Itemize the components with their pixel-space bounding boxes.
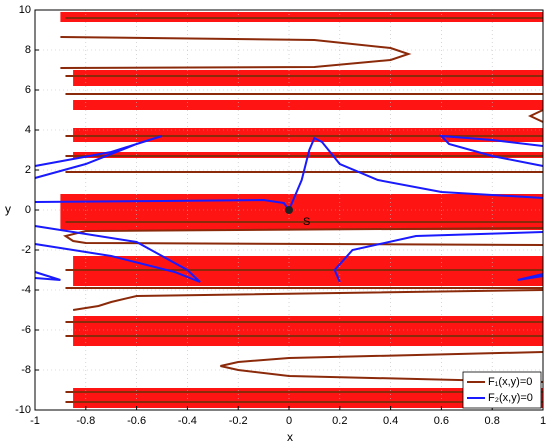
legend-box	[462, 371, 542, 409]
x-tick-label: 0.2	[332, 415, 347, 427]
y-tick-label: 10	[19, 4, 31, 16]
x-axis-label: x	[287, 430, 293, 444]
contour-line	[34, 225, 201, 283]
x-tick-label: 0.6	[434, 415, 449, 427]
y-tick-label: 6	[25, 84, 31, 96]
contour-line	[517, 273, 544, 281]
y-axis-label: y	[5, 202, 11, 216]
y-tick-label: 4	[25, 124, 31, 136]
y-tick-label: 8	[25, 44, 31, 56]
x-tick-label: 0.8	[485, 415, 500, 427]
contour-line	[60, 36, 412, 69]
x-tick-label: -0.6	[127, 415, 146, 427]
legend-label: F₁(x,y)=0	[488, 376, 532, 388]
x-tick-label: 0	[286, 415, 292, 427]
x-tick-label: -1	[30, 415, 40, 427]
point-marker	[285, 206, 293, 214]
red-band	[73, 70, 543, 86]
y-tick-label: -6	[21, 324, 31, 336]
red-band	[60, 194, 544, 230]
contour-line	[34, 271, 61, 281]
x-tick-label: -0.4	[178, 415, 197, 427]
contour-line	[438, 134, 544, 167]
contour-line	[333, 231, 544, 283]
red-band	[73, 100, 543, 110]
legend-label: F₂(x,y)=0	[488, 392, 533, 404]
contour-line	[34, 198, 290, 211]
x-tick-label: 0.4	[383, 415, 398, 427]
red-band	[73, 316, 543, 346]
x-tick-label: 1	[540, 415, 546, 427]
y-tick-label: 0	[25, 204, 31, 216]
y-tick-label: -2	[21, 244, 31, 256]
contour-line	[527, 109, 544, 123]
contour-line	[34, 135, 163, 179]
y-tick-label: -4	[21, 284, 31, 296]
x-tick-label: -0.8	[76, 415, 95, 427]
contour-line	[288, 136, 544, 211]
x-tick-label: -0.2	[229, 415, 248, 427]
point-label: S	[303, 216, 310, 228]
contour-line	[220, 351, 544, 383]
y-tick-label: 2	[25, 164, 31, 176]
contour-line	[72, 289, 544, 311]
y-tick-label: -10	[15, 404, 31, 416]
y-tick-label: -8	[21, 364, 31, 376]
contour-line	[63, 227, 544, 246]
